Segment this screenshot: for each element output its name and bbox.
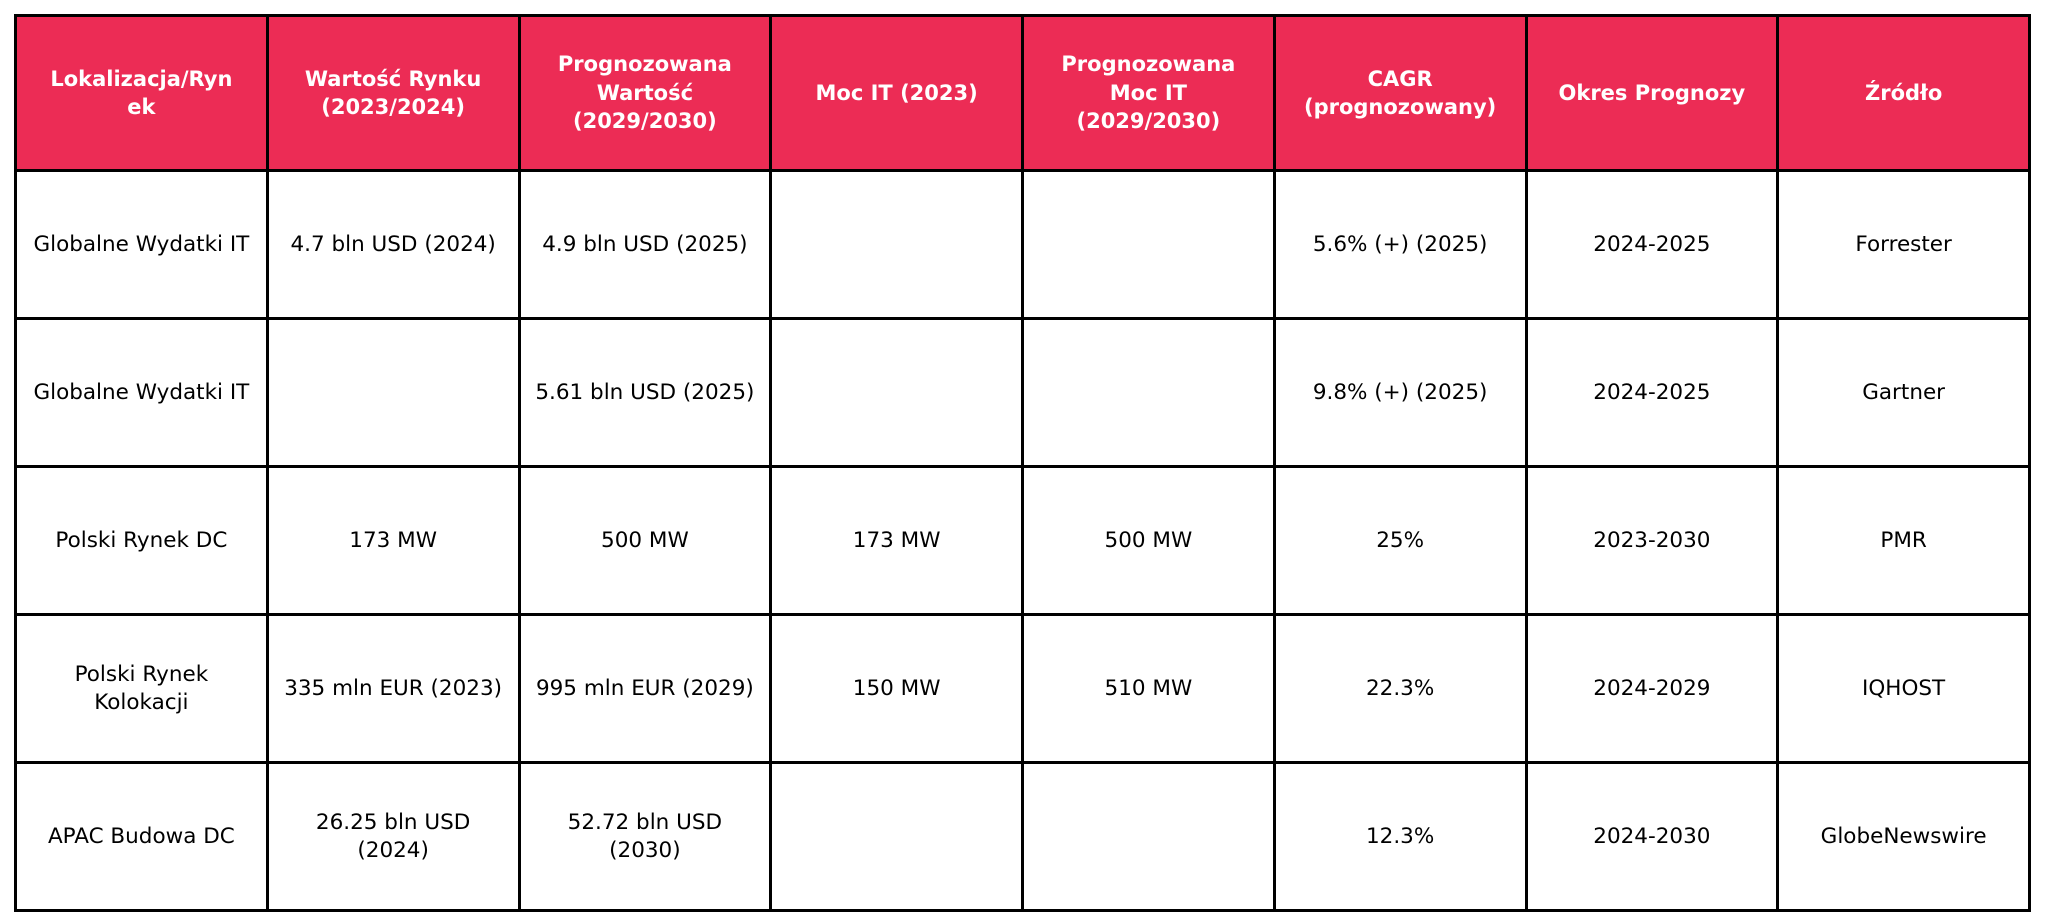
table-cell: 5.6% (+) (2025) <box>1272 169 1528 320</box>
table-cell: APAC Budowa DC <box>14 761 269 912</box>
table-cell: PMR <box>1776 465 2031 616</box>
table-cell: GlobeNewswire <box>1776 761 2031 912</box>
table-row: Polski Rynek Kolokacji 335 mln EUR (2023… <box>14 613 2031 764</box>
table-cell <box>769 761 1024 912</box>
table-cell: Globalne Wydatki IT <box>14 169 269 320</box>
header-cell-lokalizacja-rynek: Lokalizacja/Ryn ek <box>14 14 269 172</box>
table-body: Globalne Wydatki IT 4.7 bln USD (2024) 4… <box>14 169 2031 912</box>
market-data-table: Lokalizacja/Ryn ek Wartość Rynku (2023/2… <box>14 14 2031 912</box>
table-cell: 173 MW <box>769 465 1024 616</box>
table-cell <box>1021 761 1276 912</box>
table-cell: 9.8% (+) (2025) <box>1272 317 1528 468</box>
table-cell: 25% <box>1272 465 1528 616</box>
table-row: Polski Rynek DC 173 MW 500 MW 173 MW 500… <box>14 465 2031 616</box>
table-cell: 2024-2025 <box>1524 169 1780 320</box>
table-cell: 5.61 bln USD (2025) <box>517 317 773 468</box>
table-cell: 4.7 bln USD (2024) <box>265 169 521 320</box>
table-cell: 995 mln EUR (2029) <box>517 613 773 764</box>
table-cell: 150 MW <box>769 613 1024 764</box>
table-cell: 335 mln EUR (2023) <box>265 613 521 764</box>
table-cell: 2024-2025 <box>1524 317 1780 468</box>
header-cell-zrodlo: Źródło <box>1776 14 2031 172</box>
table-row: Globalne Wydatki IT 5.61 bln USD (2025) … <box>14 317 2031 468</box>
table-cell: 173 MW <box>265 465 521 616</box>
table-cell: 22.3% <box>1272 613 1528 764</box>
table-cell: 500 MW <box>1021 465 1276 616</box>
header-cell-cagr: CAGR (prognozowany) <box>1272 14 1528 172</box>
table-cell: 26.25 bln USD (2024) <box>265 761 521 912</box>
header-cell-wartosc-rynku: Wartość Rynku (2023/2024) <box>265 14 521 172</box>
table-cell: 52.72 bln USD (2030) <box>517 761 773 912</box>
table-cell: 4.9 bln USD (2025) <box>517 169 773 320</box>
table-cell: Polski Rynek Kolokacji <box>14 613 269 764</box>
table-cell: Polski Rynek DC <box>14 465 269 616</box>
table-cell: Globalne Wydatki IT <box>14 317 269 468</box>
table-cell: 2024-2030 <box>1524 761 1780 912</box>
table-cell <box>1021 317 1276 468</box>
table-cell: 2024-2029 <box>1524 613 1780 764</box>
table-cell: Gartner <box>1776 317 2031 468</box>
header-cell-prognozowana-wartosc: Prognozowana Wartość (2029/2030) <box>517 14 773 172</box>
table-row: APAC Budowa DC 26.25 bln USD (2024) 52.7… <box>14 761 2031 912</box>
header-cell-moc-it: Moc IT (2023) <box>769 14 1024 172</box>
table-header: Lokalizacja/Ryn ek Wartość Rynku (2023/2… <box>14 14 2031 172</box>
table-cell <box>769 317 1024 468</box>
table-cell <box>1021 169 1276 320</box>
header-cell-okres-prognozy: Okres Prognozy <box>1524 14 1780 172</box>
table-cell: Forrester <box>1776 169 2031 320</box>
table-cell <box>769 169 1024 320</box>
table-cell: 500 MW <box>517 465 773 616</box>
table-cell <box>265 317 521 468</box>
table-cell: IQHOST <box>1776 613 2031 764</box>
header-row: Lokalizacja/Ryn ek Wartość Rynku (2023/2… <box>14 14 2031 172</box>
header-cell-prognozowana-moc-it: Prognozowana Moc IT (2029/2030) <box>1021 14 1276 172</box>
table-cell: 510 MW <box>1021 613 1276 764</box>
table-cell: 2023-2030 <box>1524 465 1780 616</box>
table-row: Globalne Wydatki IT 4.7 bln USD (2024) 4… <box>14 169 2031 320</box>
table-cell: 12.3% <box>1272 761 1528 912</box>
